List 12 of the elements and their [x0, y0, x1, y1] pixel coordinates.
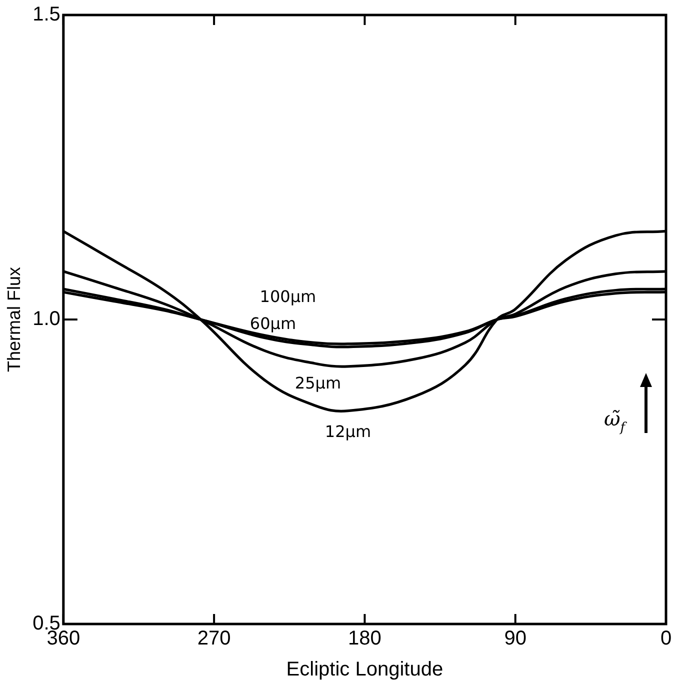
y-tick-label: 1.0	[32, 308, 60, 330]
x-tick-label: 0	[660, 628, 672, 650]
x-tick-label: 270	[197, 628, 231, 650]
y-tick-label: 1.5	[32, 4, 60, 26]
x-tick-label: 180	[348, 628, 382, 650]
series-label: 100μm	[260, 287, 316, 306]
series-label: 12μm	[324, 422, 372, 442]
series-label: 60μm	[250, 314, 296, 334]
y-axis-title: Thermal Flux	[4, 266, 24, 372]
series-label: 25μm	[294, 374, 342, 393]
x-tick-label: 90	[504, 628, 526, 650]
x-axis-title: Ecliptic Longitude	[286, 658, 444, 681]
